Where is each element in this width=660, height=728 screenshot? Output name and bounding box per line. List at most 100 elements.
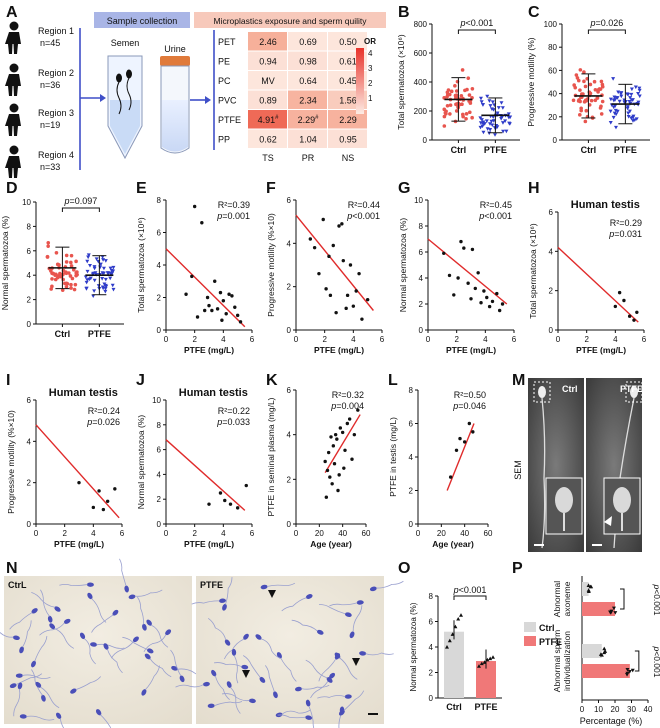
- data-point: [228, 502, 233, 506]
- ctrl-data-point: [69, 286, 73, 290]
- plot-title: Human testis: [49, 387, 118, 399]
- y-tick-label: 2: [409, 487, 414, 496]
- sperm-cell: [170, 649, 185, 683]
- sperm-cell-tail: [59, 583, 88, 587]
- data-point: [627, 314, 632, 318]
- ctrl-data-point: [592, 79, 597, 84]
- sperm-cell-tail: [134, 589, 163, 597]
- y-tick-label: 6: [287, 196, 292, 205]
- y-tick-label: 4: [157, 261, 162, 270]
- ptfe-data-point: [489, 119, 494, 124]
- sperm-cell-head: [273, 691, 278, 699]
- sperm-cell: [31, 669, 46, 702]
- sperm-cell-tail: [100, 714, 118, 728]
- sperm-cell-head: [349, 631, 355, 639]
- data-point: [613, 611, 618, 615]
- sperm-cell-tail: [365, 652, 394, 656]
- p-value: p=0.097: [63, 196, 97, 206]
- sperm-cell-head: [103, 643, 109, 650]
- ptfe-data-point: [478, 96, 483, 101]
- ptfe-data-point: [613, 125, 618, 130]
- sperm-cell-head: [9, 683, 17, 689]
- data-point: [324, 495, 329, 499]
- ctrl-data-point: [57, 263, 61, 267]
- ctrl-data-point: [467, 93, 472, 97]
- data-point: [218, 290, 223, 295]
- ctrl-data-point: [71, 268, 76, 272]
- sperm-cell-head: [207, 703, 215, 709]
- arrow-icon: [100, 94, 106, 102]
- ptfe-data-point: [480, 124, 485, 129]
- data-point: [586, 588, 591, 592]
- sperm-icon-head: [126, 69, 132, 79]
- y-tick-label: 8: [157, 196, 162, 205]
- data-point: [344, 306, 348, 311]
- regression-plot-l: 0 2 4 6 8 0 20 40 60 Age (year) PTFE in testis (mg…: [388, 386, 493, 549]
- data-point: [613, 304, 618, 309]
- data-point: [101, 507, 106, 512]
- sperm-cell-head: [41, 694, 46, 702]
- significance-bracket: [620, 588, 625, 610]
- ptfe-data-point: [501, 129, 506, 134]
- sperm-cell-head: [144, 653, 151, 660]
- data-point: [342, 466, 346, 470]
- sperm-cell: [15, 673, 51, 679]
- table-column-label: TS: [262, 153, 274, 163]
- table-cell: [328, 110, 367, 129]
- x-tick-label: 0: [416, 529, 421, 538]
- sperm-cell-tail: [214, 675, 230, 701]
- sperm-cell-head: [90, 642, 98, 647]
- table-cell-value: 0.98: [299, 57, 317, 67]
- sperm-cell-tail: [224, 638, 245, 660]
- data-point: [324, 287, 328, 291]
- y-tick-label: 8: [157, 421, 162, 430]
- sperm-cell-tail: [39, 622, 65, 636]
- y-tick-label: 6: [409, 420, 414, 429]
- data-point: [105, 499, 110, 503]
- category-label: Abnormal: [552, 581, 562, 617]
- data-point: [477, 664, 481, 668]
- sperm-cell-head: [226, 681, 232, 688]
- table-row-label: PTFE: [218, 115, 241, 125]
- ptfe-data-point: [611, 98, 616, 103]
- sperm-cell: [224, 633, 249, 660]
- ptfe-data-point: [101, 266, 106, 271]
- data-point: [336, 488, 340, 493]
- ptfe-data-point: [85, 278, 90, 282]
- sperm-cell: [318, 653, 341, 682]
- ptfe-data-point: [93, 271, 98, 275]
- data-point: [462, 246, 466, 250]
- sperm-cell-head: [171, 665, 178, 671]
- y-tick-label: 0: [287, 326, 292, 335]
- person-icon-body: [5, 156, 21, 178]
- sperm-cell: [122, 636, 154, 654]
- sperm-cell-head: [344, 612, 352, 617]
- ctrl-data-point: [465, 87, 469, 92]
- ctrl-data-point: [585, 97, 590, 101]
- sample-collection-header: [94, 12, 190, 28]
- ctrl-data-point: [445, 104, 450, 108]
- data-point: [325, 468, 330, 473]
- sem-image-label: PTFE: [620, 384, 643, 394]
- ctrl-data-point: [69, 282, 73, 287]
- ctrl-data-point: [46, 244, 50, 248]
- y-tick-label: 0: [287, 520, 292, 529]
- p-value: p<0.001: [453, 585, 487, 595]
- regression-plot-h: 0 2 4 6 0 2 4 6 PTFE (mg/L) Total spermatozoa (×1…: [528, 199, 647, 355]
- table-cell: [288, 51, 327, 70]
- y-tick-label: 6: [549, 208, 554, 217]
- data-point: [635, 310, 639, 314]
- sperm-cell-tail: [91, 598, 107, 623]
- ptfe-data-point: [499, 101, 504, 105]
- sperm-cell: [211, 669, 230, 701]
- sperm-cell-head: [63, 618, 71, 624]
- y-tick-label: 800: [414, 20, 428, 29]
- ctrl-data-point: [584, 108, 589, 113]
- ptfe-data-point: [488, 104, 493, 108]
- panel-label-j: J: [136, 372, 145, 389]
- panel-o: 0 2 4 6 8 Normal spermatozoa (%) Ctrl PTFE p<0.0…: [409, 585, 502, 712]
- x-tick-label: 4: [613, 335, 618, 344]
- data-point: [365, 297, 370, 302]
